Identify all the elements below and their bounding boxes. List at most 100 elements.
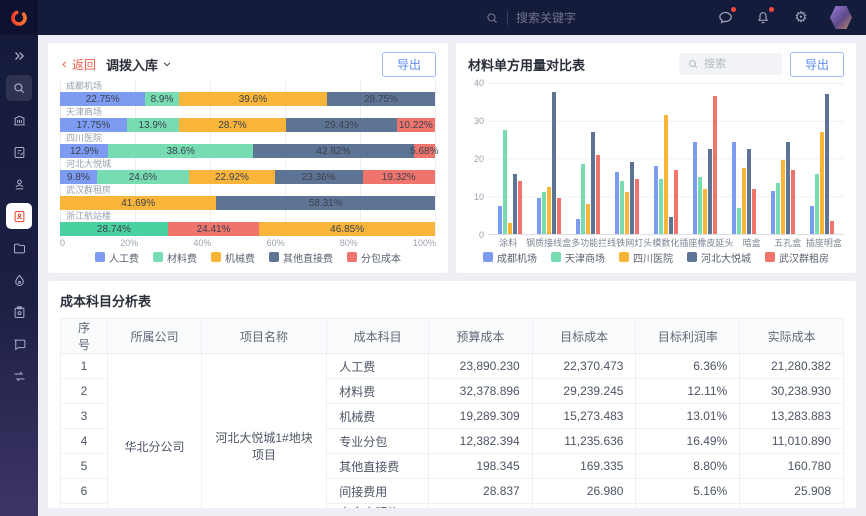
target-cost-cell: 15,273.483 (531, 403, 637, 429)
bar-group (646, 83, 685, 234)
bar (590, 132, 595, 234)
legend-label: 机械费 (225, 253, 255, 265)
bar (698, 177, 703, 234)
grouped-legend: 成都机场 天津商场 四川医院 河北大悦城 武汉群租房 (468, 249, 844, 265)
back-button[interactable]: 返回 (60, 56, 96, 73)
bar (585, 203, 590, 234)
chevron-down-icon (163, 62, 171, 67)
sidebar-collapse-icon[interactable] (6, 43, 32, 69)
page-title-dropdown[interactable]: 调拨入库 (106, 55, 172, 74)
legend-label: 武汉群租房 (779, 253, 829, 265)
column-header: 项目名称 (200, 318, 328, 354)
stacked-bar: 9.8% 24.6% 22.92% 23.36% 19.32% (60, 170, 435, 184)
x-tick-label: 100% (412, 238, 436, 249)
legend-item[interactable]: 武汉群租房 (765, 250, 829, 265)
bar (507, 222, 512, 234)
legend-item[interactable]: 机械费 (211, 250, 255, 265)
page-title: 调拨入库 (106, 57, 159, 73)
stacked-chart-rows: 成都机场 22.75% 8.9% 39.6% 28.75% 天津商场 17.75% 13.9%… (60, 81, 439, 237)
messages-icon[interactable] (716, 6, 736, 27)
bar-group (490, 83, 529, 234)
sidebar-item-company[interactable] (6, 107, 32, 133)
bar (502, 130, 507, 234)
legend-swatch (347, 252, 357, 263)
bar (580, 164, 585, 234)
export-button-right[interactable]: 导出 (789, 51, 844, 77)
search-icon (487, 12, 498, 23)
bar (781, 160, 786, 234)
x-category-label: 五孔盒 (774, 237, 802, 248)
back-label: 返回 (72, 57, 97, 72)
settings-gear-icon[interactable]: ⚙ (794, 9, 808, 26)
sidebar-item-documents[interactable] (6, 139, 32, 165)
budget-cost-cell: 19,289.309 (427, 403, 533, 429)
user-avatar[interactable] (830, 5, 852, 30)
stacked-bar-row: 武汉群租房 41.69% 58.31% (60, 185, 435, 211)
stacked-bar-row: 成都机场 22.75% 8.9% 39.6% 28.75% (60, 81, 435, 107)
sidebar-item-workflow[interactable] (6, 363, 32, 389)
notifications-badge (769, 6, 774, 12)
export-button-left[interactable]: 导出 (381, 51, 436, 77)
actual-cost-cell: 13,283.883 (739, 403, 844, 429)
bar (742, 167, 747, 234)
bar-segment: 12.9% (60, 144, 109, 158)
bar (732, 141, 737, 234)
row-index-cell: 3 (60, 403, 108, 429)
sidebar-item-comments[interactable] (6, 331, 32, 357)
bar (614, 171, 619, 234)
legend-item[interactable]: 天津商场 (551, 250, 605, 265)
table-title: 成本科目分析表 (60, 294, 152, 309)
sidebar-item-materials-active[interactable] (6, 203, 32, 229)
cost-analysis-table: 序号 所属公司 项目名称 成本科目 预算成本 目标成本 目标利润率 实际成本 1 华北分公司 河北… (60, 318, 844, 508)
notifications-icon[interactable] (754, 6, 774, 27)
bar-segment: 24.6% (96, 170, 189, 184)
sidebar-item-resources[interactable] (6, 267, 32, 293)
chart-search-input[interactable] (703, 58, 774, 70)
global-search-input[interactable] (516, 10, 626, 25)
table-row: 1 华北分公司 河北大悦城1#地块项目 人工费 23,890.230 22,370.473… (60, 353, 844, 508)
legend-item[interactable]: 人工费 (95, 250, 139, 265)
chart-search[interactable] (678, 53, 782, 75)
actual-cost-cell: 21,280.382 (739, 353, 844, 379)
legend-item[interactable]: 材料费 (153, 250, 197, 265)
app-logo[interactable] (0, 0, 38, 35)
column-header: 目标利润率 (635, 318, 741, 354)
x-tick-label: 40% (193, 238, 212, 249)
bar-segment: 17.75% (60, 118, 127, 132)
legend-item[interactable]: 其他直接费 (269, 250, 333, 265)
subject-cell: 安全文明施工费 (326, 503, 429, 508)
sidebar-item-files[interactable] (6, 235, 32, 261)
legend-item[interactable]: 分包成本 (347, 250, 401, 265)
sidebar-item-personnel[interactable] (6, 171, 32, 197)
x-category-label: 多功能拦线 (571, 237, 617, 248)
bar (653, 166, 658, 234)
legend-swatch (687, 252, 697, 262)
sidebar-item-plans[interactable] (6, 299, 32, 325)
target-cost-cell: 11,235.636 (531, 428, 637, 454)
logo-icon (11, 9, 27, 26)
grouped-x-axis: 涂料 钢质接线盒 多功能拦线 铁网灯头 模数化插座 橡皮延头 暗盒 五孔盒 插座明盒 (468, 235, 844, 249)
bar-segment: 22.75% (60, 92, 146, 106)
legend-item[interactable]: 四川医院 (619, 250, 673, 265)
top-header: ⚙ (0, 0, 866, 35)
stacked-bar: 12.9% 38.6% 42.82% 5.68% (60, 144, 439, 158)
budget-cost-cell: 32,378.896 (427, 378, 533, 404)
table-row: 6 间接费用 28.837 26.980 5.16% 25.908 (60, 478, 844, 504)
legend-item[interactable]: 河北大悦城 (687, 250, 751, 265)
x-category-label: 暗盒 (742, 237, 761, 248)
bar (776, 183, 781, 234)
stacked-bar: 28.74% 24.41% 46.85% (60, 222, 435, 236)
bar-segment: 23.36% (274, 170, 363, 184)
folder-icon (13, 243, 25, 253)
column-header: 目标成本 (531, 318, 637, 354)
bar (575, 218, 580, 234)
message-square-icon (14, 339, 25, 350)
cost-analysis-section: 成本科目分析表 序号 所属公司 项目名称 成本科目 预算成本 目标成本 目标利润率 实际成本 … (48, 281, 856, 508)
sidebar-item-search[interactable] (6, 75, 32, 101)
global-search[interactable] (485, 10, 626, 25)
column-header: 所属公司 (106, 318, 202, 354)
legend-item[interactable]: 成都机场 (483, 250, 537, 265)
grouped-y-axis: 0 10 20 30 40 (468, 78, 488, 240)
budget-cost-cell: 93.784 (427, 503, 533, 508)
bar-segment: 28.74% (60, 222, 168, 236)
